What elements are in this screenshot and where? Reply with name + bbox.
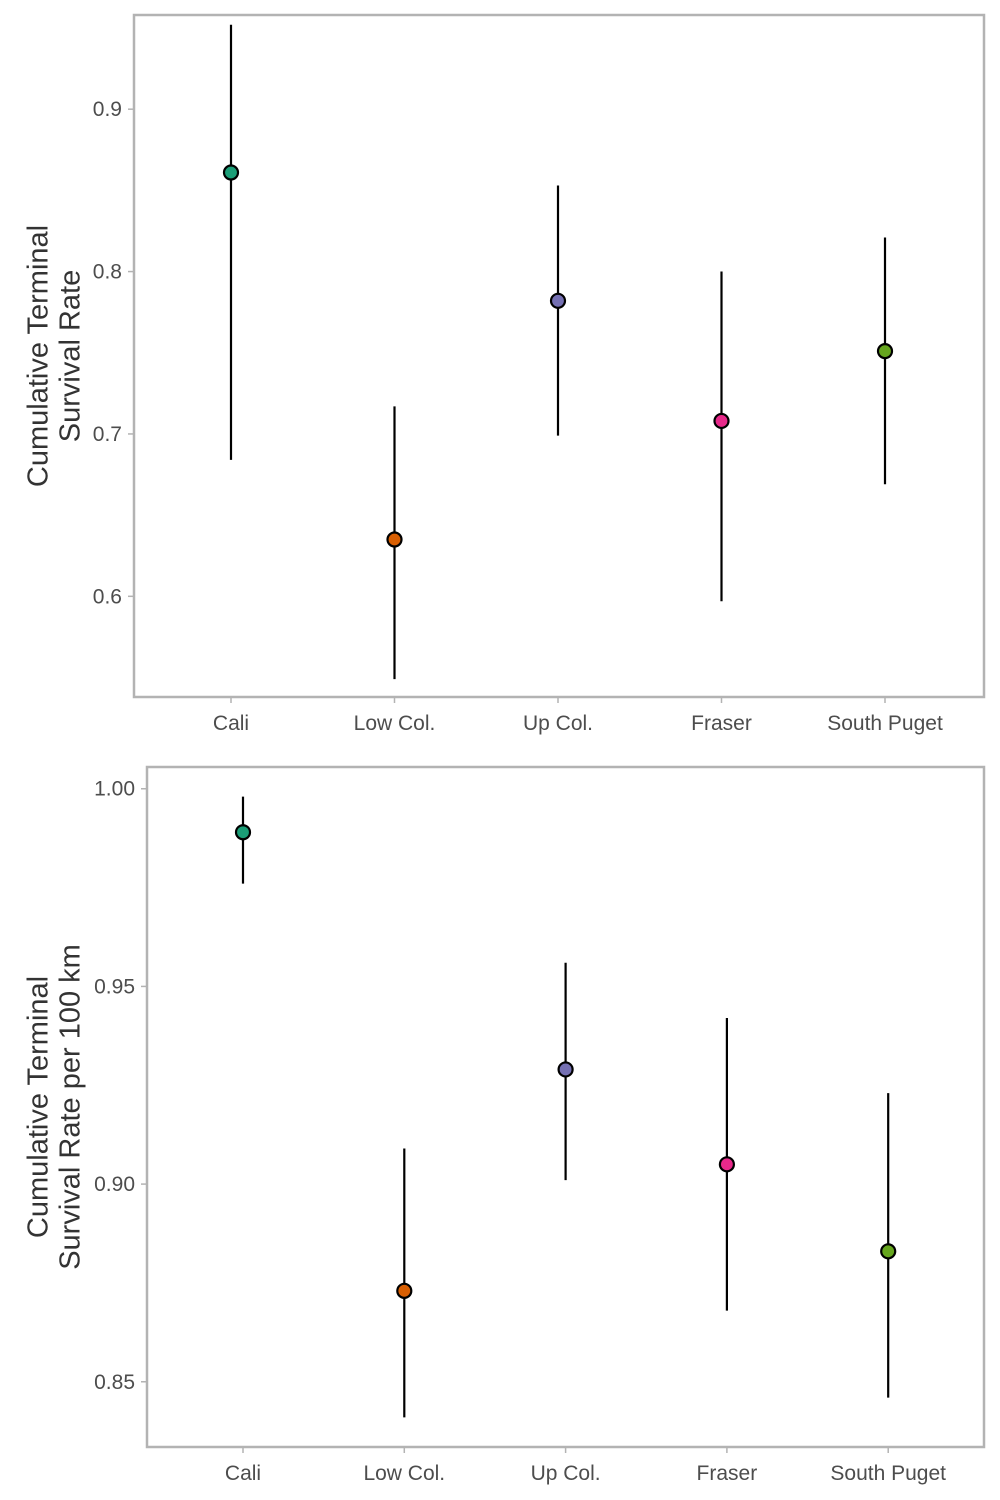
x-tick-label: Fraser (691, 712, 752, 735)
y-axis-title-line: Survival Rate (55, 270, 87, 442)
x-tick-label: South Puget (830, 1462, 946, 1485)
data-point (549, 292, 567, 309)
y-tick-label: 0.95 (94, 975, 135, 998)
data-point (386, 531, 403, 548)
x-tick-label: Low Col. (363, 1462, 445, 1485)
data-point (718, 1156, 736, 1173)
x-tick-label: Up Col. (523, 712, 593, 735)
panel-1: 0.6 0.7 0.8 0.9 Cali Low Col. Up Col. Fraser Sou… (23, 13, 986, 735)
x-tick-label: South Puget (827, 712, 943, 735)
x-tick-label: Up Col. (531, 1462, 601, 1485)
y-tick-label: 0.8 (93, 261, 122, 284)
y-tick-label: 0.9 (93, 98, 122, 121)
data-point (713, 412, 730, 430)
data-point (876, 343, 894, 360)
y-axis-title-line: Cumulative Terminal (23, 225, 55, 487)
x-tick-label: Cali (225, 1462, 261, 1485)
x-tick-label: Cali (213, 712, 249, 735)
panel-2: 0.85 0.90 0.95 1.00 Cali Low Col. Up Col. Frase… (23, 765, 986, 1485)
y-tick-label: 1.00 (94, 778, 135, 801)
y-axis-title-line: Survival Rate per 100 km (55, 944, 87, 1270)
panel-border (132, 13, 986, 699)
data-point (396, 1282, 413, 1299)
x-tick-label: Low Col. (354, 712, 436, 735)
y-axis-title-line: Cumulative Terminal (23, 976, 55, 1238)
data-point (880, 1243, 897, 1260)
data-point (234, 824, 252, 841)
y-tick-label: 0.90 (94, 1173, 135, 1196)
y-tick-label: 0.7 (93, 423, 122, 446)
y-tick-label: 0.6 (93, 585, 122, 608)
data-point (557, 1061, 574, 1078)
x-tick-label: Fraser (697, 1462, 758, 1485)
y-tick-label: 0.85 (94, 1371, 135, 1394)
data-point (222, 164, 240, 181)
